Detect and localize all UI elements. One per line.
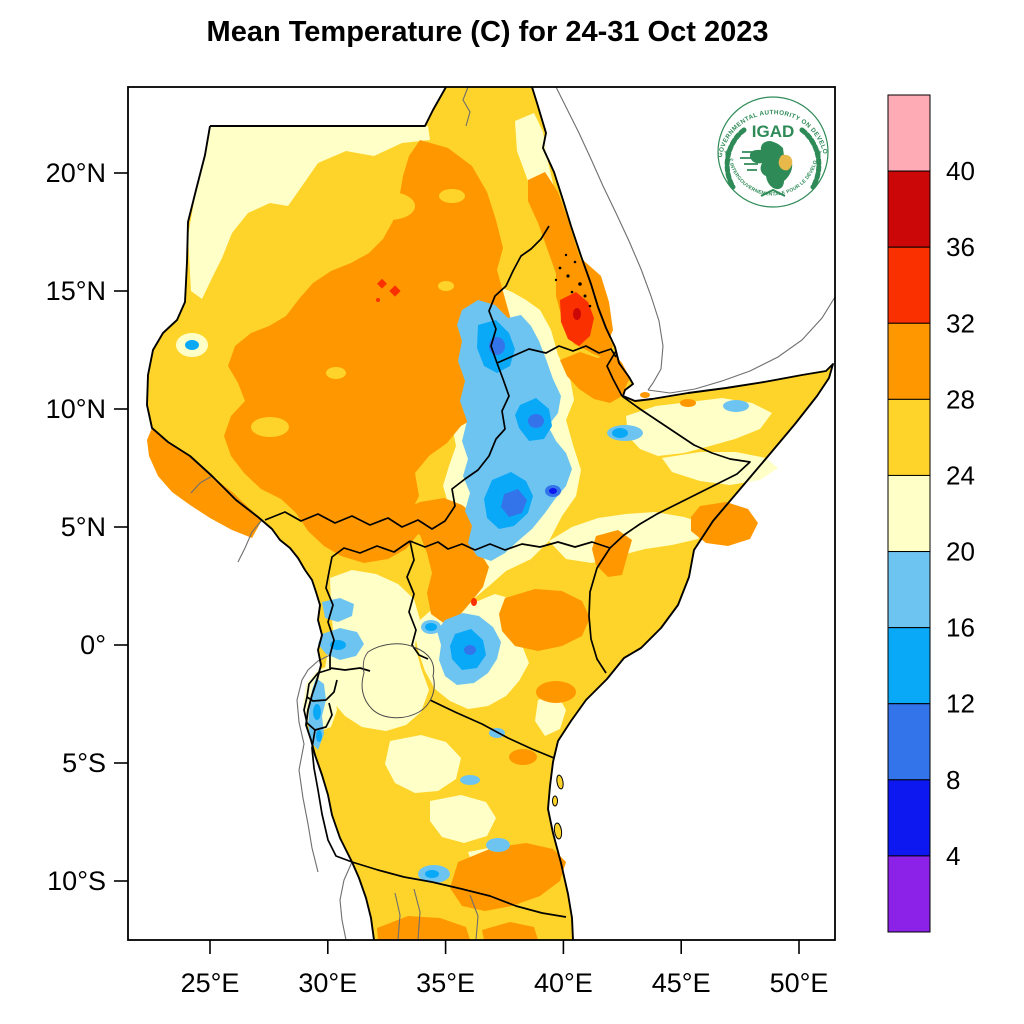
logo-africa-shape: [749, 141, 793, 190]
colorbar-tick-label: 28: [946, 384, 975, 414]
map-canvas: [128, 87, 835, 940]
colorbar-segment: [887, 627, 931, 705]
border-kenya-tanzania: [429, 699, 555, 759]
colorbar-tick-label: 40: [946, 156, 975, 186]
logo-acronym: IGAD: [752, 122, 795, 141]
lon-tick-label: 45°E: [652, 968, 711, 998]
lat-tick-label: 10°S: [47, 866, 106, 896]
igad-country-borders: [264, 225, 751, 918]
lat-tick-label: 5°S: [62, 748, 106, 778]
colorbar-segment: [887, 246, 931, 324]
colorbar-tick-label: 20: [946, 537, 975, 567]
border-kenya-somalia: [588, 547, 611, 674]
lat-tick-label: 5°N: [61, 512, 106, 542]
logo-laurel-right: [799, 127, 822, 190]
border-sudan-eritrea: [488, 225, 550, 364]
lat-tick-label: 0°: [80, 630, 106, 660]
colorbar-tick-label: 16: [946, 613, 975, 643]
logo-laurel-stems: [760, 188, 786, 197]
longitude-axis: 25°E 30°E 35°E 40°E 45°E 50°E: [181, 940, 829, 998]
dahlak-islands: [554, 253, 592, 308]
logo-laurel-left: [724, 127, 747, 190]
colorbar-tick-label: 8: [946, 765, 960, 795]
temp-region-36-40-danakil: [573, 308, 581, 320]
temp-holes-24-28: [251, 189, 465, 437]
car-border-lines: [190, 475, 263, 563]
colorbar-segment: [887, 703, 931, 781]
colorbar-tick-label: 12: [946, 689, 975, 719]
colorbar-segment: [887, 170, 931, 248]
non-igad-boundaries: [190, 87, 835, 940]
temperature-colorbar: 40 36 32 28 24 20 16 12 8 4: [887, 94, 975, 933]
border-sudan-southsudan-ethiopia: [264, 362, 510, 530]
lat-tick-label: 15°N: [46, 276, 106, 306]
border-djibouti: [606, 350, 623, 397]
colorbar-tick-label: 4: [946, 841, 960, 871]
border-tanzania-south: [351, 861, 567, 918]
lake-malawi-lines: [394, 888, 479, 940]
lon-tick-label: 25°E: [181, 968, 240, 998]
arabian-gulf-of-aden-coastline: [647, 296, 835, 394]
colorbar-segment: [887, 474, 931, 553]
zambia-border-line: [339, 861, 353, 940]
colorbar-segment: [887, 779, 931, 857]
colorbar-segment: [887, 551, 931, 629]
logo-speed-lines: [740, 151, 760, 171]
lon-tick-label: 50°E: [770, 968, 829, 998]
lon-tick-label: 30°E: [298, 968, 357, 998]
lake-victoria-outline: [361, 643, 435, 719]
temp-region-4-8-bale: [549, 488, 557, 494]
colorbar-segment: [887, 398, 931, 476]
border-ethiopia-kenya: [409, 540, 611, 551]
border-southsudan-uganda: [328, 540, 411, 573]
border-uganda-west-south: [325, 571, 371, 672]
colorbar-tick-label: 32: [946, 308, 975, 338]
colorbar-segment: [887, 94, 931, 172]
border-tanzania-west: [311, 729, 353, 863]
latitude-axis: 20°N 15°N 10°N 5°N 0° 5°S 10°S: [46, 158, 128, 896]
arabian-red-sea-coastline: [555, 87, 664, 391]
colorbar-segment: [887, 322, 931, 400]
map-frame: [127, 86, 836, 941]
border-ethiopia-somalia: [609, 395, 751, 549]
page-title: Mean Temperature (C) for 24-31 Oct 2023: [206, 16, 769, 48]
logo-igad-region-highlight: [778, 154, 793, 171]
border-uganda-kenya: [406, 540, 429, 660]
drc-border-line: [296, 654, 331, 873]
lon-tick-label: 35°E: [416, 968, 475, 998]
border-eritrea-ethiopia: [496, 345, 617, 364]
nile-river-line: [462, 87, 471, 127]
colorbar-tick-label: 24: [946, 460, 975, 490]
coastline-outline: [146, 87, 834, 940]
lat-tick-label: 10°N: [46, 394, 106, 424]
zanzibar-islands: [552, 774, 564, 840]
colorbar-segment: [887, 855, 931, 933]
colorbar-tick-label: 36: [946, 232, 975, 262]
lat-tick-label: 20°N: [46, 158, 106, 188]
logo-outer-ring: [717, 96, 829, 208]
lon-tick-label: 40°E: [534, 968, 593, 998]
